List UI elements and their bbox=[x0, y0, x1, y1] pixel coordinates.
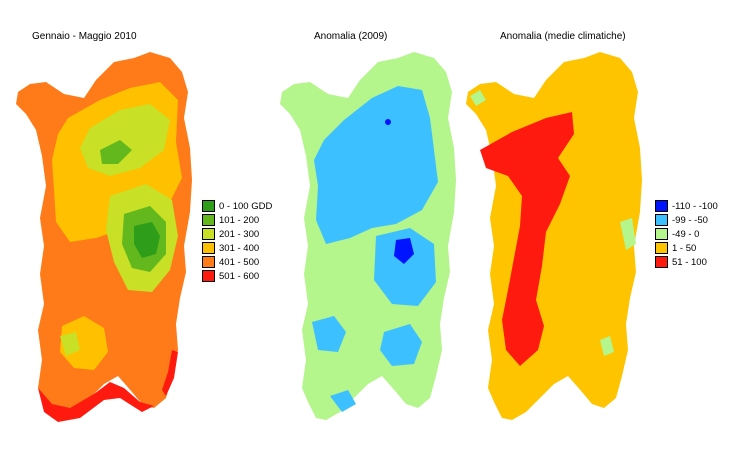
legend-item: -110 - -100 bbox=[655, 199, 718, 213]
legend-swatch bbox=[202, 270, 215, 282]
legend-swatch bbox=[655, 256, 668, 268]
legend-label: 301 - 400 bbox=[219, 242, 260, 254]
gdd-zone-501-600-east bbox=[162, 350, 178, 396]
legend-item: 0 - 100 GDD bbox=[202, 199, 272, 213]
anomaly2009-zone-99-50-south bbox=[380, 324, 422, 366]
panel-title-anomaly-climate: Anomalia (medie climatiche) bbox=[500, 31, 626, 42]
gdd-zone-0-100 bbox=[134, 222, 160, 258]
anomaly2009-zone-99-50-far-south bbox=[330, 390, 356, 412]
legend-label: 51 - 100 bbox=[672, 256, 707, 268]
legend-item: 1 - 50 bbox=[655, 241, 718, 255]
legend-item: 401 - 500 bbox=[202, 255, 272, 269]
gdd-zone-101-200-b bbox=[100, 140, 132, 164]
legend-label: -49 - 0 bbox=[672, 228, 700, 240]
legend-swatch bbox=[202, 242, 215, 254]
legend-label: -110 - -100 bbox=[672, 200, 718, 212]
legend-swatch bbox=[655, 228, 668, 240]
legend-item: -99 - -50 bbox=[655, 213, 718, 227]
map-gdd bbox=[16, 52, 192, 422]
legend-label: 101 - 200 bbox=[219, 214, 260, 226]
legend-item: -49 - 0 bbox=[655, 227, 718, 241]
legend-label: 1 - 50 bbox=[672, 242, 697, 254]
anomaly-climate-zone-49-0-nw bbox=[470, 90, 486, 106]
legend-anomaly: -110 - -100 -99 - -50 -49 - 0 1 - 50 51 - 10… bbox=[655, 199, 718, 269]
gdd-zone-501-600-south bbox=[38, 382, 154, 422]
legend-item: 201 - 300 bbox=[202, 227, 272, 241]
legend-item: 301 - 400 bbox=[202, 241, 272, 255]
legend-label: 401 - 500 bbox=[219, 256, 260, 268]
legend-swatch bbox=[202, 200, 215, 212]
legend-label: 501 - 600 bbox=[219, 270, 260, 282]
legend-swatch bbox=[202, 214, 215, 226]
panel-title-anomaly-2009: Anomalia (2009) bbox=[314, 31, 388, 42]
legend-label: -99 - -50 bbox=[672, 214, 708, 226]
legend-item: 51 - 100 bbox=[655, 255, 718, 269]
anomaly-climate-zone-49-0-south bbox=[600, 336, 614, 356]
anomaly-climate-zone-51-100 bbox=[480, 112, 574, 366]
legend-item: 101 - 200 bbox=[202, 213, 272, 227]
gdd-zone-301-400-south bbox=[60, 316, 108, 370]
anomaly2009-zone-99-50-north bbox=[314, 86, 438, 244]
legend-item: 501 - 600 bbox=[202, 269, 272, 283]
legend-gdd: 0 - 100 GDD 101 - 200 201 - 300 301 - 400 40… bbox=[202, 199, 272, 283]
anomaly2009-zone-110-100 bbox=[394, 238, 414, 264]
panel-title-gdd: Gennaio - Maggio 2010 bbox=[32, 31, 137, 42]
anomaly-climate-zone-49-0-east bbox=[620, 218, 636, 250]
legend-swatch bbox=[202, 256, 215, 268]
anomaly2009-zone-99-50-sw bbox=[312, 316, 346, 352]
anomaly2009-zone-99-50-central bbox=[374, 228, 436, 306]
legend-swatch bbox=[655, 214, 668, 226]
legend-label: 0 - 100 GDD bbox=[219, 200, 273, 212]
legend-swatch bbox=[655, 242, 668, 254]
legend-swatch bbox=[202, 228, 215, 240]
map-anomaly-climate bbox=[466, 52, 642, 420]
gdd-zone-201-300-c bbox=[60, 332, 80, 356]
map-anomaly-2009 bbox=[280, 52, 456, 420]
legend-label: 201 - 300 bbox=[219, 228, 260, 240]
legend-swatch bbox=[655, 200, 668, 212]
anomaly2009-spot-110-100-north bbox=[385, 119, 391, 125]
